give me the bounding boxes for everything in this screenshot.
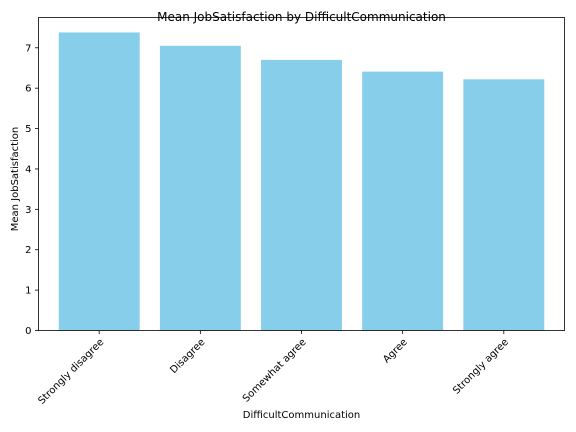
x-axis-ticks: Strongly disagree Disagree Somewhat agree A…: [36, 330, 511, 407]
chart-title: Mean JobSatisfaction by DifficultCommuni…: [157, 10, 446, 24]
x-tick-label: Strongly disagree: [36, 337, 106, 407]
bar: [159, 45, 241, 331]
y-tick-label: 4: [25, 164, 31, 175]
y-tick-label: 1: [25, 286, 31, 297]
y-axis-ticks: 0 1 2 3 4 5 6 7: [25, 43, 39, 337]
y-axis-label: Mean JobSatisfaction: [10, 127, 21, 232]
x-tick-label: Disagree: [168, 337, 207, 376]
y-tick-label: 0: [25, 326, 31, 337]
y-tick-label: 6: [25, 84, 31, 95]
y-tick-label: 7: [25, 43, 31, 54]
y-tick-label: 2: [25, 245, 31, 256]
bar: [58, 32, 140, 331]
bar: [362, 71, 444, 331]
y-tick-label: 3: [25, 205, 31, 216]
bar: [463, 79, 545, 331]
bars-group: [58, 32, 545, 331]
x-tick-label: Strongly agree: [451, 337, 511, 397]
x-axis-label: DifficultCommunication: [243, 410, 361, 421]
y-tick-label: 5: [25, 124, 31, 135]
x-tick-label: Somewhat agree: [241, 337, 309, 405]
bar: [261, 59, 342, 331]
x-tick-label: Agree: [381, 337, 410, 366]
